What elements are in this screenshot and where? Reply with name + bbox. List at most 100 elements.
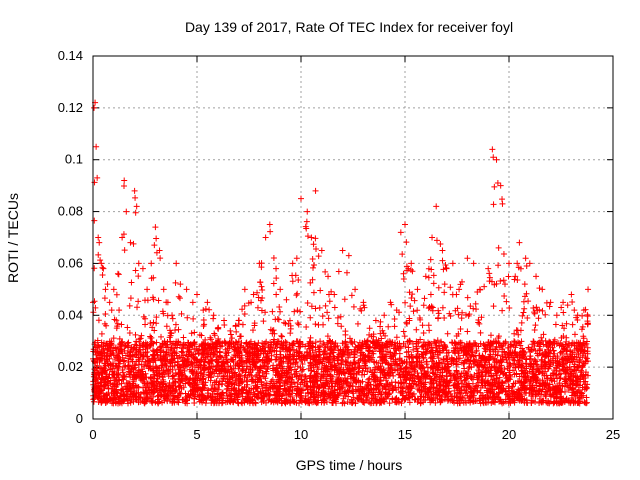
scatter-point-fill [124,324,131,331]
scatter-point-fill [160,348,167,355]
scatter-point-fill [190,315,197,322]
scatter-point-fill [414,307,421,314]
scatter-point-fill [141,297,148,304]
scatter-point-fill [559,322,566,329]
scatter-point-fill [409,268,416,275]
scatter-point-fill [432,371,439,378]
scatter-point-fill [310,289,317,296]
scatter-point-fill [425,265,432,272]
scatter-point-fill [385,323,392,330]
scatter-point-fill [127,397,134,404]
scatter-point-fill [490,201,497,208]
scatter-point-fill [191,329,198,336]
scatter-point-fill [475,367,482,374]
scatter-point-fill [439,257,446,264]
scatter-point-fill [407,303,414,310]
x-tick-label: 0 [89,427,96,442]
scatter-point-fill [343,358,350,365]
scatter-point-fill [530,305,537,312]
scatter-point-fill [393,334,400,341]
scatter-point-fill [133,338,140,345]
scatter-point-fill [400,328,407,335]
scatter-point-fill [439,304,446,311]
scatter-point-fill [458,315,465,322]
scatter-point-fill [257,279,264,286]
scatter-point-fill [287,330,294,337]
scatter-point-fill [425,274,432,281]
scatter-point-fill [420,329,427,336]
scatter-point-fill [322,344,329,351]
scatter-point-fill [114,320,121,327]
scatter-point-fill [304,233,311,240]
scatter-point-fill [281,319,288,326]
scatter-point-fill [279,333,286,340]
y-tick-label: 0.02 [58,359,83,374]
scatter-point-fill [121,247,128,254]
scatter-point-fill [470,305,477,312]
scatter-point-fill [175,293,182,300]
scatter-point-fill [102,311,109,318]
scatter-point-fill [208,357,215,364]
scatter-point-fill [295,321,302,328]
scatter-point-fill [408,355,415,362]
scatter-point-fill [496,382,503,389]
scatter-point-fill [386,400,393,407]
scatter-point-fill [302,374,309,381]
scatter-point-fill [282,320,289,327]
scatter-point-fill [494,179,501,186]
scatter-point-fill [441,289,448,296]
scatter-point-fill [421,295,428,302]
scatter-point-fill [560,309,567,316]
scatter-point-fill [333,371,340,378]
scatter-point-fill [293,292,300,299]
y-tick-label: 0.12 [58,100,83,115]
scatter-point-fill [580,333,587,340]
scatter-point-fill [311,261,318,268]
scatter-point-fill [129,358,136,365]
y-tick-label: 0 [76,411,83,426]
scatter-point-fill [391,316,398,323]
scatter-point-fill [502,281,509,288]
scatter-point-fill [130,240,137,247]
scatter-point-fill [276,304,283,311]
scatter-point-fill [317,287,324,294]
scatter-point-fill [511,276,518,283]
scatter-point-fill [222,399,229,406]
scatter-point-fill [373,336,380,343]
scatter-point-fill [270,280,277,287]
scatter-point-fill [121,183,128,190]
scatter-point-fill [400,270,407,277]
scatter-point-fill [356,362,363,369]
scatter-point-fill [377,377,384,384]
y-tick-label: 0.08 [58,204,83,219]
scatter-point-fill [434,315,441,322]
scatter-point-fill [259,295,266,302]
scatter-point-fill [178,310,185,317]
scatter-point-fill [222,346,229,353]
scatter-point-fill [581,386,588,393]
y-tick-label: 0.04 [58,307,83,322]
scatter-point-fill [294,320,301,327]
scatter-point-fill [563,351,570,358]
scatter-point-fill [485,385,492,392]
scatter-point-fill [551,350,558,357]
scatter-point-fill [464,328,471,335]
scatter-point-fill [490,303,497,310]
scatter-point-fill [91,179,98,186]
scatter-point-fill [443,355,450,362]
y-tick-label: 0.14 [58,48,83,63]
scatter-point-fill [523,290,530,297]
scatter-point-fill [536,395,543,402]
scatter-point-fill [325,385,332,392]
scatter-point-fill [132,267,139,274]
scatter-point-fill [135,298,142,305]
scatter-point-fill [239,306,246,313]
scatter-point-fill [136,338,143,345]
scatter-point-fill [403,319,410,326]
scatter-point-fill [297,308,304,315]
scatter-point-fill [334,320,341,327]
scatter-point-fill [495,244,502,251]
scatter-point-fill [459,309,466,316]
scatter-point-fill [322,268,329,275]
scatter-point-fill [506,305,513,312]
